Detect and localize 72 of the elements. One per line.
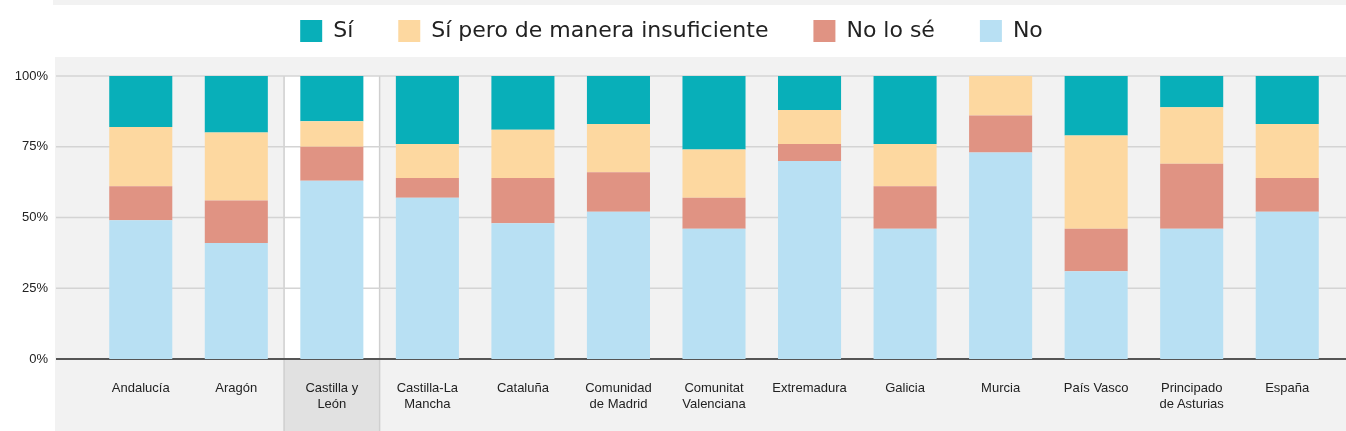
bar xyxy=(1064,271,1128,359)
bar xyxy=(109,186,173,221)
bar xyxy=(873,228,937,359)
x-tick-label: Extremadura xyxy=(772,380,848,396)
legend-label: No lo sé xyxy=(846,16,935,42)
bar xyxy=(395,76,459,144)
bar xyxy=(300,146,364,181)
bar xyxy=(1160,228,1224,359)
bar xyxy=(1160,107,1224,164)
bar xyxy=(109,126,173,187)
bar xyxy=(682,76,746,150)
bar xyxy=(1160,76,1224,108)
x-tick-label: Castilla-La Mancha xyxy=(396,380,459,411)
legend-label: Sí pero de manera insuficiente xyxy=(431,16,769,42)
bar xyxy=(1160,163,1224,229)
x-tick-label: Andalucía xyxy=(111,380,171,396)
bar xyxy=(1064,76,1128,136)
bar xyxy=(778,76,842,110)
bar xyxy=(395,197,459,359)
bar xyxy=(586,76,650,125)
bar xyxy=(204,200,268,243)
bar xyxy=(1255,211,1319,359)
bar xyxy=(778,109,842,144)
bar xyxy=(491,223,555,359)
bar xyxy=(969,115,1033,153)
legend-label: No xyxy=(1012,16,1043,42)
bar xyxy=(969,76,1033,116)
bar xyxy=(586,124,650,173)
bar xyxy=(1255,124,1319,178)
bar xyxy=(682,197,746,229)
bar xyxy=(586,211,650,359)
bar xyxy=(491,76,555,130)
bar xyxy=(1064,228,1128,272)
bar xyxy=(109,220,173,359)
x-tick-label: Murcia xyxy=(981,380,1021,396)
bar xyxy=(1255,76,1319,125)
bar xyxy=(491,129,555,178)
bar xyxy=(204,76,268,133)
y-tick-label: 0% xyxy=(29,350,49,366)
bar xyxy=(778,143,842,161)
bar xyxy=(873,186,937,229)
bar xyxy=(682,228,746,359)
bar xyxy=(1255,177,1319,212)
x-tick-label: Aragón xyxy=(215,380,258,396)
bar xyxy=(873,76,937,144)
bar xyxy=(586,172,650,212)
bar xyxy=(1064,135,1128,229)
y-tick-label: 50% xyxy=(21,209,49,225)
x-tick-label: Castilla y León xyxy=(305,380,359,411)
bar xyxy=(395,177,459,198)
x-tick-label: Galicia xyxy=(885,380,926,396)
bar xyxy=(969,152,1033,359)
bar xyxy=(204,242,268,359)
bar xyxy=(395,143,459,178)
bar xyxy=(682,149,746,198)
bar xyxy=(778,160,842,359)
bar xyxy=(873,143,937,187)
x-tick-label: España xyxy=(1265,380,1311,396)
bar xyxy=(300,76,364,122)
bar xyxy=(204,132,268,201)
y-tick-label: 100% xyxy=(14,67,49,83)
bar xyxy=(491,177,555,224)
bar xyxy=(300,121,364,147)
y-tick-label: 75% xyxy=(21,138,49,154)
x-tick-label: Comunidad de Madrid xyxy=(585,380,652,411)
x-tick-label: Comunitat Valenciana xyxy=(682,380,747,411)
x-tick-label: Principado de Asturias xyxy=(1159,380,1225,411)
bar xyxy=(109,76,173,127)
legend-label: Sí xyxy=(333,16,355,42)
x-tick-label: País Vasco xyxy=(1063,380,1129,396)
y-tick-label: 25% xyxy=(21,279,49,295)
x-tick-label: Cataluña xyxy=(496,380,550,396)
